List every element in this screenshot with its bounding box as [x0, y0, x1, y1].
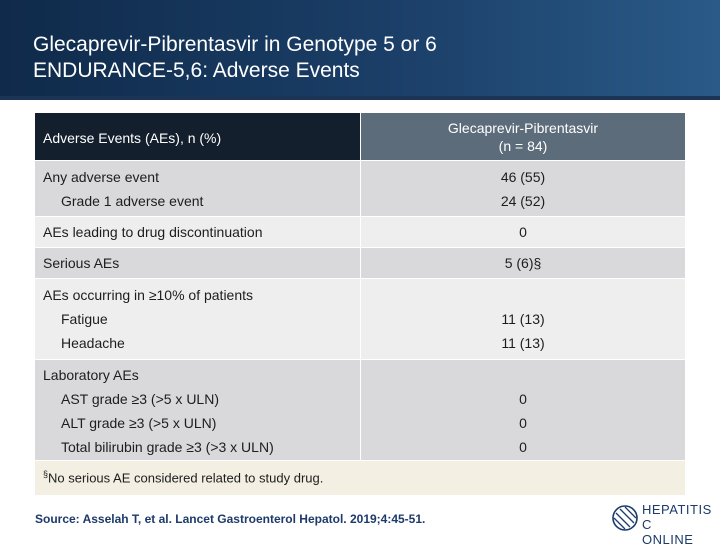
- row-value: 0: [519, 415, 527, 431]
- banner-stripe: [0, 96, 720, 100]
- row-label: AEs leading to drug discontinuation: [43, 224, 263, 240]
- logo-line-1: HEPATITIS C: [642, 502, 712, 532]
- row-label: Total bilirubin grade ≥3 (>3 x ULN): [61, 439, 274, 455]
- row-label: Any adverse event: [43, 169, 159, 185]
- footnote-text: §No serious AE considered related to stu…: [43, 469, 323, 485]
- table-row: Serious AEs 5 (6)§: [35, 248, 685, 278]
- row-value: 0: [519, 439, 527, 455]
- title-line-2: ENDURANCE-5,6: Adverse Events: [33, 59, 360, 82]
- header-n: (n = 84): [498, 138, 548, 154]
- hepatitis-c-online-logo: HEPATITIS C ONLINE: [612, 502, 717, 547]
- row-label: ALT grade ≥3 (>5 x ULN): [61, 415, 217, 431]
- row-value: 11 (13): [501, 311, 545, 327]
- page-title: Glecaprevir-Pibrentasvir in Genotype 5 o…: [33, 32, 437, 84]
- row-label: Fatigue: [61, 311, 108, 327]
- logo-globe-icon: [612, 505, 638, 531]
- table-footnote: §No serious AE considered related to stu…: [35, 461, 685, 495]
- header-left-label: Adverse Events (AEs), n (%): [43, 130, 222, 146]
- table-row: Any adverse event Grade 1 adverse event …: [35, 161, 685, 216]
- row-value: 0: [519, 391, 527, 407]
- row-value: 11 (13): [501, 335, 545, 351]
- source-citation: Source: Asselah T, et al. Lancet Gastroe…: [35, 512, 426, 526]
- row-value: 46 (55): [500, 169, 546, 185]
- table-row: AEs leading to drug discontinuation 0: [35, 217, 685, 247]
- header-right-cell: Glecaprevir-Pibrentasvir (n = 84): [361, 113, 685, 160]
- table-row: Laboratory AEs AST grade ≥3 (>5 x ULN) A…: [35, 360, 685, 460]
- title-line-1: Glecaprevir-Pibrentasvir in Genotype 5 o…: [33, 33, 437, 56]
- row-label: Headache: [61, 335, 125, 351]
- row-label: AEs occurring in ≥10% of patients: [43, 287, 254, 303]
- row-value: 24 (52): [500, 193, 546, 209]
- table-row: AEs occurring in ≥10% of patients Fatigu…: [35, 279, 685, 359]
- row-label: Laboratory AEs: [43, 367, 139, 383]
- header-left-cell: Adverse Events (AEs), n (%): [35, 113, 360, 160]
- row-value: 5 (6)§: [504, 255, 542, 271]
- header-drug-name: Glecaprevir-Pibrentasvir: [447, 120, 599, 136]
- title-banner: Glecaprevir-Pibrentasvir in Genotype 5 o…: [0, 0, 720, 100]
- table-header: Adverse Events (AEs), n (%) Glecaprevir-…: [35, 113, 685, 160]
- row-label: Grade 1 adverse event: [61, 193, 204, 209]
- footnote-mark: §: [43, 469, 49, 479]
- row-label: AST grade ≥3 (>5 x ULN): [61, 391, 219, 407]
- row-label: Serious AEs: [43, 255, 120, 271]
- row-value: 0: [519, 224, 527, 240]
- footnote-body: No serious AE considered related to stud…: [48, 470, 324, 486]
